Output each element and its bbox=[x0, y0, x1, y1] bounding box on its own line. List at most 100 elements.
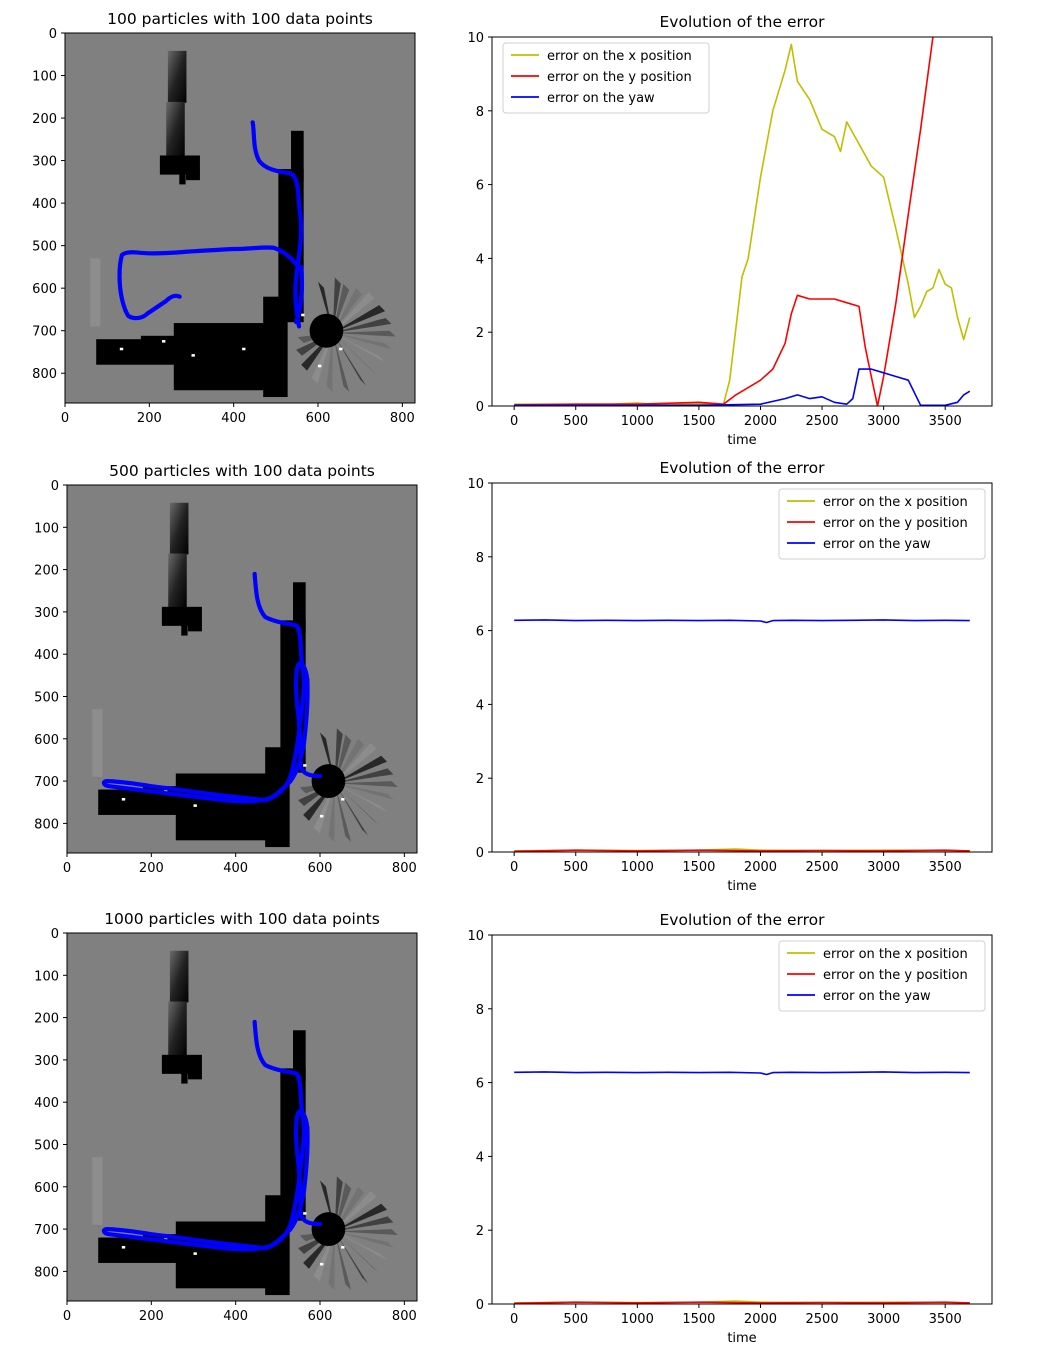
y-tick-label: 300 bbox=[34, 1054, 59, 1069]
x-tick-label: 500 bbox=[563, 860, 588, 875]
x-tick-label: 0 bbox=[63, 1309, 71, 1324]
axes-frame bbox=[491, 482, 993, 853]
legend-box bbox=[778, 940, 986, 1012]
map-obstacle bbox=[161, 340, 166, 343]
map-ghost-strip bbox=[92, 709, 103, 777]
x-tick-label: 600 bbox=[306, 411, 331, 426]
chart-title: 100 particles with 100 data points bbox=[107, 10, 373, 28]
y-tick-label: 4 bbox=[476, 698, 484, 713]
map-sensor-ray bbox=[332, 330, 396, 337]
axes-frame bbox=[64, 32, 416, 404]
x-axis-label: time bbox=[727, 1331, 756, 1346]
chart-title: Evolution of the error bbox=[660, 911, 826, 929]
map-sensor-ray bbox=[334, 768, 394, 784]
y-tick-label: 100 bbox=[34, 521, 59, 536]
x-tick-label: 0 bbox=[61, 411, 69, 426]
legend-entry-3: error on the yaw bbox=[547, 91, 655, 106]
map-free-space bbox=[293, 1030, 306, 1082]
map-obstacle bbox=[341, 1246, 345, 1249]
y-tick-label: 8 bbox=[476, 105, 484, 120]
x-tick-label: 1000 bbox=[621, 860, 654, 875]
y-tick-label: 8 bbox=[476, 1003, 484, 1018]
x-tick-label: 2500 bbox=[806, 1312, 839, 1327]
y-tick-label: 10 bbox=[467, 477, 484, 492]
x-tick-label: 0 bbox=[510, 860, 518, 875]
map-obstacle bbox=[119, 347, 124, 351]
error-panel-2: 0 500 1000 1500 2000 2500 3000 3500 0 2 4 6 8 10 time E… bbox=[467, 13, 993, 448]
y-tick-label: 0 bbox=[476, 846, 484, 861]
x-tick-label: 3500 bbox=[929, 414, 962, 429]
x-tick-label: 2500 bbox=[806, 860, 839, 875]
series-line-2 bbox=[514, 849, 970, 852]
map-free-space bbox=[293, 582, 306, 634]
y-tick-label: 6 bbox=[476, 625, 484, 640]
y-tick-label: 200 bbox=[34, 1012, 59, 1027]
y-tick-label: 800 bbox=[34, 817, 59, 832]
map-sensor-ray bbox=[334, 743, 377, 784]
map-free-space bbox=[175, 369, 210, 387]
map-obstacle bbox=[301, 313, 305, 317]
map-obstacle bbox=[303, 1212, 307, 1215]
x-tick-label: 1000 bbox=[621, 414, 654, 429]
map-sensor-ray bbox=[334, 1216, 394, 1232]
x-tick-label: 1500 bbox=[682, 860, 715, 875]
x-tick-label: 600 bbox=[308, 861, 333, 876]
legend-entry-1: error on the x position bbox=[547, 49, 692, 64]
map-free-space bbox=[263, 296, 288, 398]
legend-entry-3: error on the yaw bbox=[823, 989, 931, 1004]
chart-title: 500 particles with 100 data points bbox=[109, 462, 375, 480]
x-tick-label: 400 bbox=[221, 411, 246, 426]
error-panel-4: 0 500 1000 1500 2000 2500 3000 3500 0 2 4 6 8 10 time E… bbox=[467, 459, 993, 894]
map-sensor-ray bbox=[334, 755, 388, 784]
map-room-core bbox=[311, 1212, 346, 1247]
series-line-3 bbox=[514, 619, 970, 624]
map-free-space bbox=[188, 1072, 202, 1080]
x-axis-label: time bbox=[727, 879, 756, 894]
x-tick-label: 3500 bbox=[929, 860, 962, 875]
x-tick-label: 3500 bbox=[929, 1312, 962, 1327]
x-tick-label: 0 bbox=[510, 414, 518, 429]
map-free-space bbox=[168, 1001, 187, 1057]
map-free-space bbox=[291, 130, 304, 182]
map-free-space bbox=[179, 173, 186, 185]
y-tick-label: 700 bbox=[34, 1223, 59, 1238]
map-sensor-ray bbox=[332, 305, 386, 333]
legend-entry-1: error on the x position bbox=[823, 947, 968, 962]
map-obstacle bbox=[341, 798, 345, 801]
map-obstacle bbox=[318, 364, 322, 368]
axes-frame bbox=[66, 932, 418, 1302]
y-tick-label: 2 bbox=[476, 326, 484, 341]
map-sensor-ray bbox=[334, 783, 352, 843]
y-tick-label: 500 bbox=[34, 1138, 59, 1153]
map-ghost-strip bbox=[92, 1157, 103, 1225]
x-tick-label: 3000 bbox=[867, 414, 900, 429]
y-tick-label: 800 bbox=[34, 1265, 59, 1280]
map-free-space bbox=[181, 1072, 188, 1084]
map-obstacle bbox=[303, 764, 307, 767]
map-sensor-ray bbox=[334, 1229, 398, 1236]
x-tick-label: 2000 bbox=[744, 860, 777, 875]
legend-entry-2: error on the y position bbox=[547, 70, 692, 85]
map-room-core bbox=[311, 764, 346, 799]
map-free-space bbox=[168, 553, 187, 609]
map-obstacle bbox=[191, 354, 195, 357]
map-room-core bbox=[309, 313, 344, 348]
map-free-space bbox=[161, 1054, 202, 1074]
y-tick-label: 2 bbox=[476, 772, 484, 787]
x-tick-label: 400 bbox=[223, 861, 248, 876]
y-tick-label: 400 bbox=[34, 648, 59, 663]
series-line-2 bbox=[514, 1301, 970, 1304]
y-tick-label: 500 bbox=[32, 240, 57, 255]
map-free-space bbox=[161, 606, 202, 626]
x-tick-label: 500 bbox=[563, 1312, 588, 1327]
map-obstacle bbox=[320, 814, 324, 818]
chart-title: Evolution of the error bbox=[660, 13, 826, 31]
map-obstacle bbox=[242, 347, 246, 351]
legend: error on the x position error on the y po… bbox=[778, 488, 986, 560]
x-tick-label: 500 bbox=[563, 414, 588, 429]
map-free-space bbox=[159, 155, 200, 175]
y-tick-label: 0 bbox=[51, 927, 59, 942]
x-tick-label: 200 bbox=[137, 411, 162, 426]
y-tick-label: 6 bbox=[476, 1077, 484, 1092]
x-tick-label: 600 bbox=[308, 1309, 333, 1324]
